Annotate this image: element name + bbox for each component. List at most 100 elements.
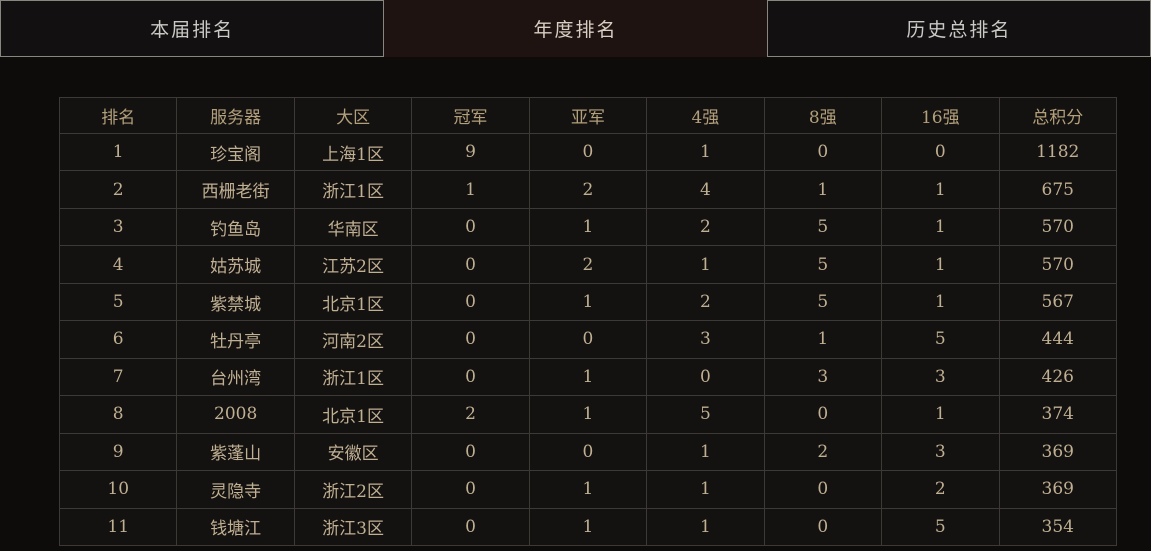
table-cell: 紫蓬山 [176, 432, 295, 472]
table-cell: 567 [998, 282, 1117, 322]
table-cell: 西栅老街 [176, 170, 295, 209]
table-cell: 5 [763, 245, 883, 284]
table-cell: 3 [58, 207, 178, 247]
table-cell: 1 [763, 320, 883, 359]
table-cell: 1 [528, 470, 648, 509]
table-cell: 1 [881, 245, 1000, 284]
table-cell: 1 [528, 357, 648, 397]
table-cell: 4 [646, 170, 765, 209]
table-cell: 1 [881, 395, 1000, 434]
table-cell: 0 [411, 320, 530, 359]
table-cell: 0 [411, 207, 530, 247]
tab-annual-ranking[interactable]: 年度排名 [384, 0, 767, 57]
table-cell: 2 [58, 170, 178, 209]
table-cell: 上海1区 [293, 132, 413, 172]
table-cell: 华南区 [293, 207, 413, 247]
col-header-total-score: 总积分 [998, 97, 1117, 134]
col-header-top8: 8强 [763, 97, 883, 134]
tab-current-ranking[interactable]: 本届排名 [0, 0, 385, 57]
table-cell: 钱塘江 [176, 507, 295, 547]
table-cell: 2 [528, 245, 648, 284]
table-cell: 11 [58, 507, 178, 547]
table-cell: 3 [763, 357, 883, 397]
table-cell: 8 [58, 395, 178, 434]
table-cell: 675 [998, 170, 1117, 209]
table-cell: 牡丹亭 [176, 320, 295, 359]
ranking-table: 排名 服务器 大区 冠军 亚军 4强 8强 16强 总积分 1 珍宝阁 上海1区 9 0… [58, 97, 1117, 547]
table-cell: 444 [998, 320, 1117, 359]
col-header-region: 大区 [293, 97, 413, 134]
table-cell: 570 [998, 245, 1117, 284]
table-cell: 钓鱼岛 [176, 207, 295, 247]
table-cell: 426 [998, 357, 1117, 397]
table-cell: 0 [411, 357, 530, 397]
table-cell: 1182 [998, 132, 1117, 172]
table-cell: 1 [58, 132, 178, 172]
table-cell: 1 [881, 282, 1000, 322]
col-header-champion: 冠军 [411, 97, 530, 134]
table-cell: 9 [411, 132, 530, 172]
table-header-row: 排名 服务器 大区 冠军 亚军 4强 8强 16强 总积分 [58, 97, 1117, 134]
table-cell: 0 [411, 432, 530, 472]
table-cell: 安徽区 [293, 432, 413, 472]
table-row: 1 珍宝阁 上海1区 9 0 1 0 0 1182 [58, 132, 1117, 172]
table-cell: 0 [646, 357, 765, 397]
table-cell: 北京1区 [293, 282, 413, 322]
table-row: 2 西栅老街 浙江1区 1 2 4 1 1 675 [58, 170, 1117, 209]
table-row: 3 钓鱼岛 华南区 0 1 2 5 1 570 [58, 207, 1117, 247]
table-cell: 浙江1区 [293, 357, 413, 397]
table-cell: 3 [646, 320, 765, 359]
table-cell: 0 [763, 470, 883, 509]
table-cell: 0 [763, 132, 883, 172]
table-cell: 9 [58, 432, 178, 472]
table-cell: 3 [881, 357, 1000, 397]
table-cell: 2008 [176, 395, 295, 434]
table-cell: 紫禁城 [176, 282, 295, 322]
col-header-rank: 排名 [58, 97, 178, 134]
table-cell: 0 [528, 320, 648, 359]
table-cell: 5 [763, 207, 883, 247]
table-cell: 1 [528, 507, 648, 547]
table-cell: 5 [58, 282, 178, 322]
tab-history-total-ranking[interactable]: 历史总排名 [766, 0, 1151, 57]
col-header-server: 服务器 [176, 97, 295, 134]
col-header-top16: 16强 [881, 97, 1000, 134]
col-header-top4: 4强 [646, 97, 765, 134]
table-row: 9 紫蓬山 安徽区 0 0 1 2 3 369 [58, 432, 1117, 472]
table-row: 7 台州湾 浙江1区 0 1 0 3 3 426 [58, 357, 1117, 397]
table-cell: 2 [646, 282, 765, 322]
table-cell: 1 [646, 245, 765, 284]
table-cell: 0 [411, 282, 530, 322]
table-cell: 5 [646, 395, 765, 434]
table-row: 4 姑苏城 江苏2区 0 2 1 5 1 570 [58, 245, 1117, 284]
table-cell: 珍宝阁 [176, 132, 295, 172]
table-header: 排名 服务器 大区 冠军 亚军 4强 8强 16强 总积分 [58, 97, 1117, 134]
table-cell: 10 [58, 470, 178, 509]
table-cell: 3 [881, 432, 1000, 472]
table-cell: 1 [528, 207, 648, 247]
table-cell: 354 [998, 507, 1117, 547]
table-row: 11 钱塘江 浙江3区 0 1 1 0 5 354 [58, 507, 1117, 547]
table-cell: 姑苏城 [176, 245, 295, 284]
table-cell: 0 [411, 470, 530, 509]
table-row: 5 紫禁城 北京1区 0 1 2 5 1 567 [58, 282, 1117, 322]
table-cell: 0 [411, 245, 530, 284]
tab-bar: 本届排名 年度排名 历史总排名 [0, 0, 1151, 57]
table-cell: 2 [763, 432, 883, 472]
table-cell: 5 [881, 320, 1000, 359]
table-body: 1 珍宝阁 上海1区 9 0 1 0 0 1182 2 西栅老街 浙江1区 1 2 4 1 1 675 3 钓鱼岛 华南… [58, 132, 1117, 547]
table-cell: 1 [411, 170, 530, 209]
table-cell: 2 [528, 170, 648, 209]
table-cell: 5 [763, 282, 883, 322]
table-row: 6 牡丹亭 河南2区 0 0 3 1 5 444 [58, 320, 1117, 359]
table-cell: 1 [528, 395, 648, 434]
table-cell: 1 [763, 170, 883, 209]
table-cell: 7 [58, 357, 178, 397]
table-cell: 0 [763, 507, 883, 547]
col-header-runner-up: 亚军 [528, 97, 648, 134]
table-cell: 0 [763, 395, 883, 434]
table-cell: 台州湾 [176, 357, 295, 397]
table-cell: 江苏2区 [293, 245, 413, 284]
table-cell: 北京1区 [293, 395, 413, 434]
table-cell: 河南2区 [293, 320, 413, 359]
